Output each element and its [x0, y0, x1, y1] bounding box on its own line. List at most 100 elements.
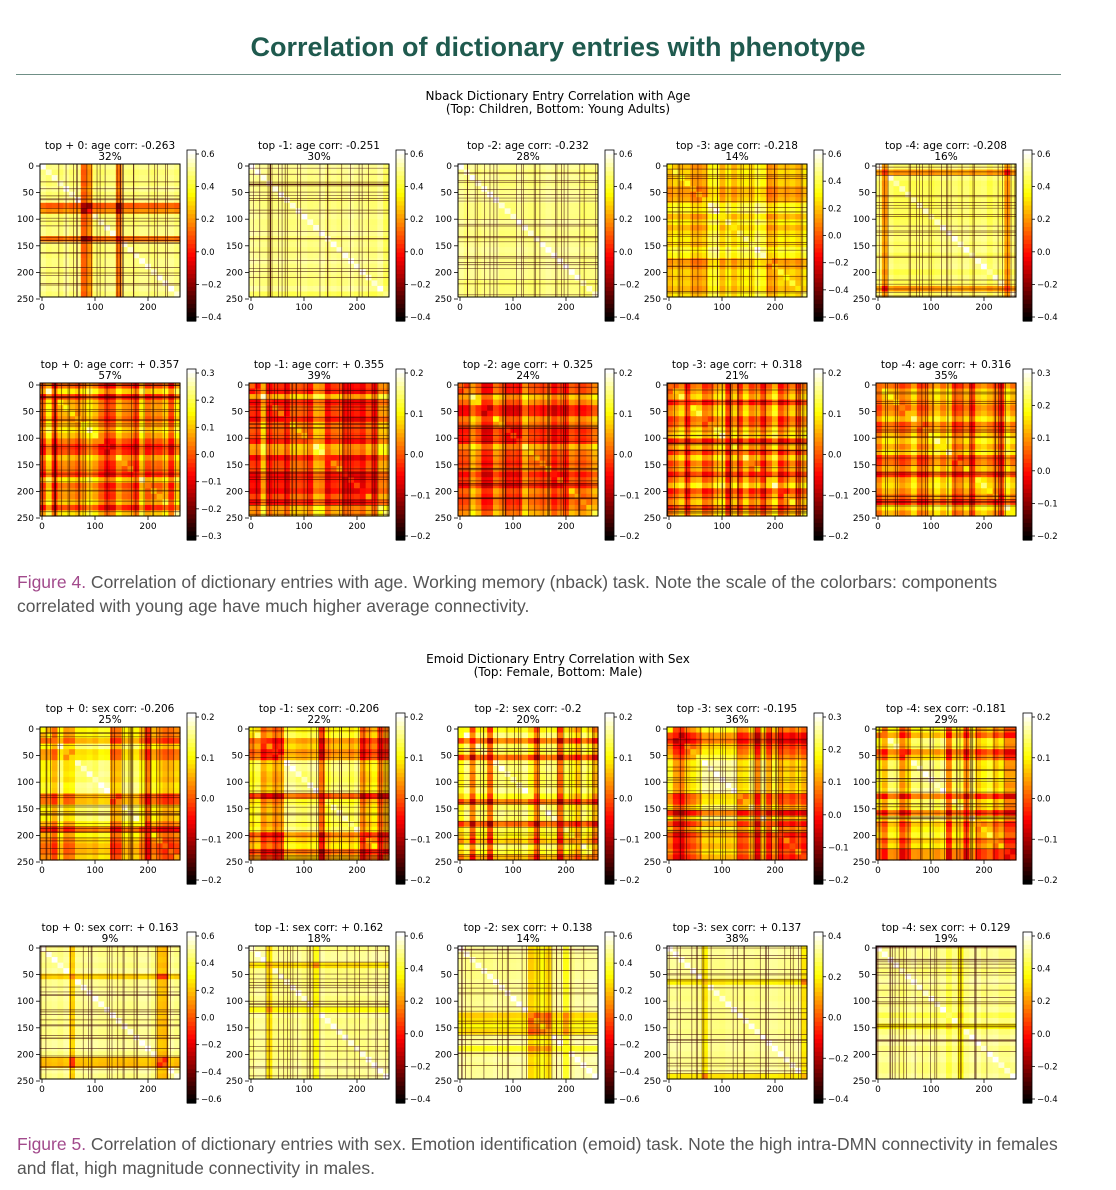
colorbar-tick-label: 0.2	[410, 997, 424, 1007]
x-tick-label: 100	[713, 866, 730, 876]
colorbar-tick-label: −0.4	[828, 286, 849, 296]
colorbar-tick-label: 0.2	[619, 713, 633, 723]
y-tick-label: 200	[435, 1050, 452, 1060]
x-tick-label: 200	[139, 866, 156, 876]
figure-4-caption-text: Correlation of dictionary entries with a…	[17, 572, 998, 616]
y-tick-label: 250	[17, 295, 34, 305]
colorbar: 0.6 0.4 0.2 0.0 −0.2 −0.4	[604, 149, 640, 323]
colorbar-tick-label: −0.4	[619, 313, 640, 323]
panel-percent: 25%	[98, 714, 121, 726]
y-tick-label: 50	[23, 408, 35, 418]
y-tick-label: 200	[226, 831, 243, 841]
panel-percent: 18%	[307, 933, 330, 945]
y-tick-label: 250	[644, 514, 661, 524]
y-tick-label: 250	[435, 1077, 452, 1087]
colorbar-tick-label: 0.0	[201, 795, 215, 805]
panel-title: top -3: sex corr: + 0.137	[673, 922, 802, 934]
y-tick-label: 50	[23, 189, 35, 199]
colorbar-tick-label: 0.2	[619, 215, 633, 225]
heatmap-matrix	[458, 164, 599, 298]
colorbar-tick-label: −0.2	[828, 532, 849, 542]
x-tick-label: 200	[139, 303, 156, 313]
colorbar-tick-label: 0.1	[828, 778, 842, 788]
colorbar-tick-label: −0.1	[619, 835, 640, 845]
colorbar-tick-label: −0.4	[201, 313, 222, 323]
colorbar-tick-label: −0.2	[410, 532, 431, 542]
colorbar-tick-label: 0.6	[410, 932, 424, 942]
colorbar-tick-label: 0.2	[201, 215, 215, 225]
colorbar-tick-label: 0.4	[828, 932, 842, 942]
colorbar-tick-label: −0.4	[410, 313, 431, 323]
x-tick-label: 100	[295, 303, 312, 313]
x-tick-label: 100	[295, 1085, 312, 1095]
colorbar-tick-label: −0.4	[619, 1068, 640, 1078]
colorbar-tick-label: −0.2	[1037, 532, 1058, 542]
colorbar-tick-label: 0.1	[1037, 434, 1051, 444]
colorbar-tick-label: 0.0	[1037, 248, 1051, 258]
colorbar-tick-label: −0.2	[201, 280, 222, 290]
y-tick-label: 0	[864, 381, 870, 391]
y-tick-label: 0	[864, 162, 870, 172]
x-tick-label: 200	[348, 522, 365, 532]
heatmap-matrix	[249, 727, 390, 861]
y-tick-label: 100	[226, 997, 243, 1007]
figure-4-title-line2: (Top: Children, Bottom: Young Adults)	[445, 102, 671, 116]
colorbar-tick-label: 0.2	[201, 986, 215, 996]
colorbar-tick-label: −0.1	[410, 835, 431, 845]
colorbar-tick-label: 0.2	[619, 369, 633, 379]
figure-5-title: Emoid Dictionary Entry Correlation with …	[0, 653, 1116, 679]
panel-percent: 35%	[934, 370, 957, 382]
y-tick-label: 0	[655, 725, 661, 735]
colorbar-tick-label: −0.1	[201, 478, 222, 488]
colorbar-tick-label: −0.4	[828, 1095, 849, 1105]
heatmap-matrix	[875, 726, 1017, 861]
colorbar: 0.6 0.4 0.2 0.0 −0.2 −0.4 −0.6	[813, 149, 849, 323]
y-tick-label: 50	[232, 971, 244, 981]
y-tick-label: 250	[853, 514, 870, 524]
y-tick-label: 250	[853, 858, 870, 868]
heatmap-matrix	[249, 164, 390, 298]
y-tick-label: 250	[17, 858, 34, 868]
x-tick-label: 100	[86, 866, 103, 876]
colorbar: 0.2 0.1 0.0 −0.1 −0.2	[186, 712, 222, 886]
colorbar-tick-label: −0.2	[201, 1041, 222, 1051]
colorbar-tick-label: −0.1	[828, 843, 849, 853]
colorbar-tick-label: 0.6	[619, 932, 633, 942]
y-tick-label: 100	[17, 434, 34, 444]
colorbar: 0.6 0.4 0.2 0.0 −0.2 −0.4 −0.6	[186, 931, 222, 1105]
colorbar-tick-label: 0.1	[619, 754, 633, 764]
y-tick-label: 0	[864, 725, 870, 735]
colorbar-tick-label: 0.2	[828, 204, 842, 214]
colorbar-tick-label: 0.0	[619, 451, 633, 461]
y-tick-label: 50	[859, 752, 871, 762]
y-tick-label: 0	[237, 725, 243, 735]
y-tick-label: 200	[226, 1050, 243, 1060]
colorbar-tick-label: 0.0	[201, 451, 215, 461]
heatmap-matrix	[40, 383, 181, 517]
colorbar-tick-label: −0.2	[828, 259, 849, 269]
colorbar-tick-label: −0.1	[1037, 835, 1058, 845]
colorbar-tick-label: −0.2	[619, 876, 640, 886]
x-tick-label: 0	[875, 866, 881, 876]
x-tick-label: 100	[713, 522, 730, 532]
x-tick-label: 100	[504, 522, 521, 532]
y-tick-label: 150	[644, 805, 661, 815]
heatmap-matrix	[249, 383, 390, 517]
panel-title: top + 0: sex corr: + 0.163	[41, 922, 178, 934]
y-tick-label: 250	[853, 1077, 870, 1087]
colorbar-tick-label: 0.6	[828, 150, 842, 160]
heatmap-frame	[666, 726, 808, 861]
x-tick-label: 200	[348, 303, 365, 313]
heatmap-matrix	[40, 727, 181, 861]
y-tick-label: 0	[446, 725, 452, 735]
colorbar-tick-label: 0.0	[1037, 1030, 1051, 1040]
x-tick-label: 200	[766, 522, 783, 532]
panel-title: top -4: age corr: -0.208	[885, 140, 1007, 152]
y-tick-label: 100	[853, 778, 870, 788]
y-tick-label: 150	[226, 242, 243, 252]
y-tick-label: 0	[655, 162, 661, 172]
